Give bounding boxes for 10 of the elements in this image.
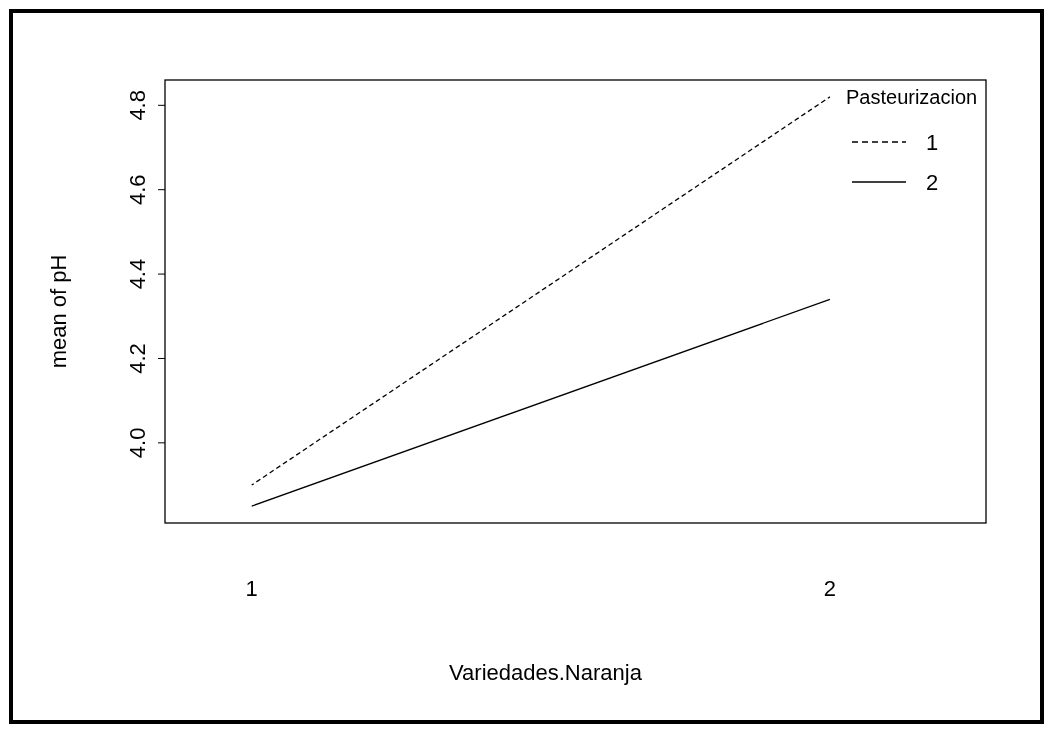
legend-label: 2 xyxy=(926,170,939,195)
y-axis-title: mean of pH xyxy=(46,254,71,369)
x-axis-title: Variedades.Naranja xyxy=(449,660,643,685)
y-tick-label: 4.6 xyxy=(125,174,150,205)
y-tick-label: 4.8 xyxy=(125,90,150,121)
y-tick-label: 4.4 xyxy=(125,258,150,290)
legend-label: 1 xyxy=(926,130,939,155)
y-tick-label: 4.0 xyxy=(125,427,150,459)
legend-title: Pasteurizacion xyxy=(846,86,978,108)
y-tick-label: 4.2 xyxy=(125,343,150,374)
